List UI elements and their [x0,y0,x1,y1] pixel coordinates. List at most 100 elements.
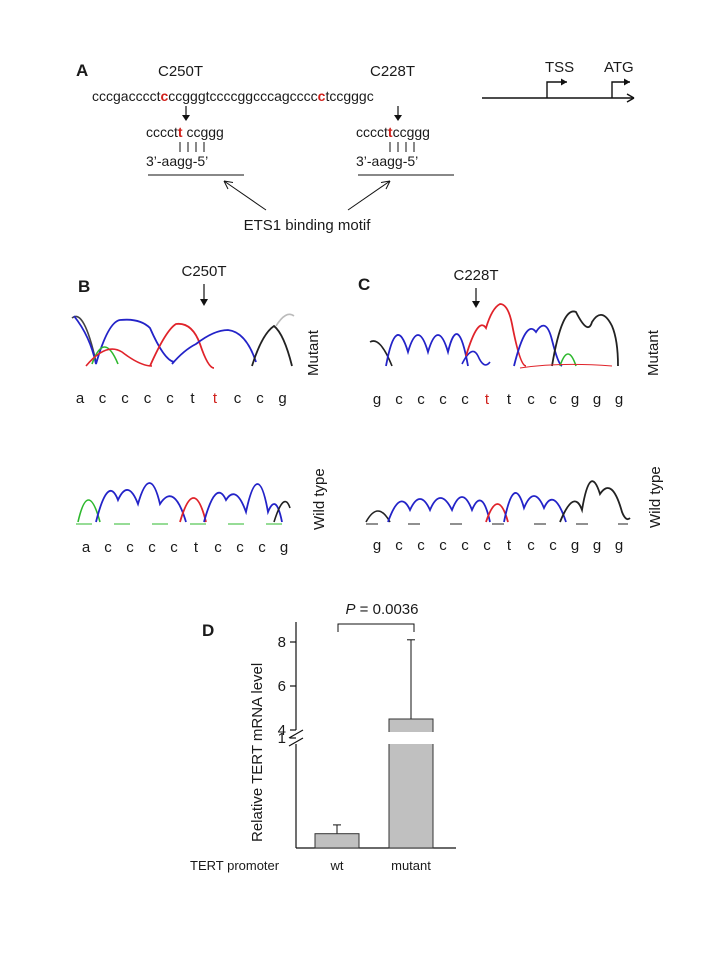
base-call: g [615,391,623,408]
x-axis-title: TERT promoter [190,858,280,873]
base-call: c [170,539,178,556]
base-call: g [373,391,381,408]
trace-b-mut-start [71,315,97,363]
x-category-label: wt [330,858,344,873]
base-call: c [258,539,266,556]
trace-c-wt-black-1 [365,510,391,523]
promoter-sequence: cccgacccctcccgggtccccggcccagccccctccgggc [92,88,374,104]
base-call: g [278,390,286,407]
base-call: g [373,537,381,554]
base-call: c [256,390,264,407]
atg-arrow [611,81,630,98]
base-call: c [395,391,403,408]
p-value-label: P = 0.0036 [346,601,419,618]
panel-letter-a: A [76,61,88,80]
promoter-line-arrowhead [626,93,635,103]
trace-c-mut-red [465,303,527,367]
base-call: c [461,537,469,554]
atg-arrow-head [624,78,630,86]
base-call: c [234,390,242,407]
trace-b-mut-black [251,324,293,367]
chromatogram-c-wildtype [365,480,631,525]
trace-b-mut-blue-2 [171,329,257,365]
base-call: g [571,391,579,408]
seq-part-2: ccgggtccccggcccagcccc [168,88,317,104]
base-call: c [417,537,425,554]
trace-c-wt-red [485,503,509,523]
panel-c-mutation-label: C228T [453,267,498,284]
pairing-ticks-right [389,142,415,152]
base-call: g [593,391,601,408]
base-call: t [485,391,490,408]
motif-pointer-right [347,180,391,211]
base-call: c [126,539,134,556]
base-call: c [121,390,129,407]
base-call: a [82,539,91,556]
chromatogram-c-mutant [369,303,619,369]
down-arrow-right-head [394,115,402,121]
panel-letter-c: C [358,275,370,294]
chromatogram-b-wildtype [76,482,292,525]
motif-pointer-left [223,180,267,211]
trace-b-mut-blue-1 [73,315,175,365]
base-call: g [571,537,579,554]
y-ticks: 4 6 8 1 [278,634,296,747]
panel-a: A C250T C228T cccgacccctcccgggtccccggccc… [76,59,635,234]
trace-b-mut-red-2 [149,322,215,369]
base-call: c [214,539,222,556]
significance-bracket [337,623,415,632]
reverse-strand-left: 3’-aagg-5’ [146,153,208,169]
mutation-label-c228t: C228T [370,63,415,80]
mutant-seq-right-post: ccggg [393,124,430,140]
trace-b-wt-blue-2 [203,483,283,523]
pairing-ticks-left [179,142,205,152]
mutant-seq-right-t: t [388,124,393,140]
mutant-seq-left-pre: cccct [146,124,178,140]
trace-b-wt-black [273,500,291,523]
p-value-text: = 0.0036 [356,601,419,618]
x-category-label: mutant [391,858,431,873]
trace-b-wt-red [179,497,207,523]
tss-label: TSS [545,59,574,76]
trace-b-mut-gray [275,313,295,327]
base-call: c [144,390,152,407]
base-call: t [507,537,512,554]
base-call: t [194,539,199,556]
base-call: g [615,537,623,554]
base-call: c [439,537,447,554]
motif-pointer-left-head [223,180,234,190]
base-call: c [461,391,469,408]
bars: wt mutant [314,639,434,873]
trace-c-mut-blue-1 [385,333,469,367]
seq-part-3: tccgggc [325,88,373,104]
bar-wt [314,833,360,849]
mutant-seq-left: cccctt ccggg [146,124,224,140]
panel-d: D Relative TERT mRNA level 4 6 8 1 wt mutant… [190,601,456,873]
base-call: c [99,390,107,407]
trace-c-mut-blue-2 [461,350,491,366]
base-call: t [507,391,512,408]
trace-b-mut-green [91,346,119,365]
reverse-strand-right: 3’-aagg-5’ [356,153,418,169]
mutant-seq-left-post: ccggg [183,124,224,140]
seq-mutated-c250: c [160,88,168,104]
seq-mutated-c228: c [318,88,326,104]
base-call: a [76,390,85,407]
base-call: c [483,537,491,554]
trace-c-mut-blue-3 [513,324,563,367]
atg-label: ATG [604,59,634,76]
panel-letter-b: B [78,277,90,296]
mutation-label-c250t: C250T [158,63,203,80]
y-tick-label: 6 [278,678,286,695]
trace-b-wt-blue-1 [95,482,187,523]
down-arrow-left-head [182,115,190,121]
base-call: c [527,537,535,554]
panel-b-mutant-label: Mutant [305,329,322,376]
base-call: t [213,390,218,407]
tss-arrow [546,81,567,98]
